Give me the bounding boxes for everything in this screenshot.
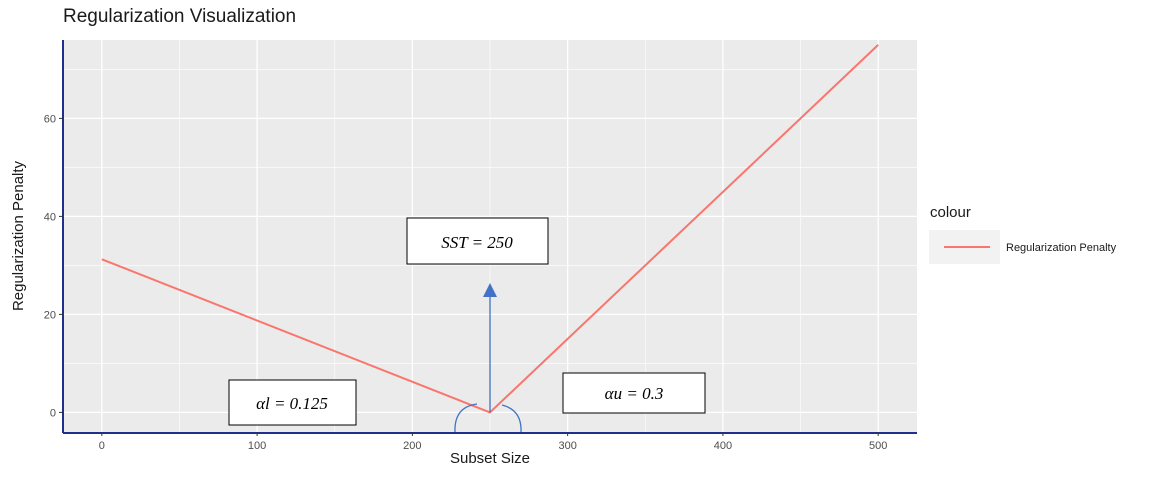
y-axis-title: Regularization Penalty [10, 160, 27, 311]
x-tick-label: 300 [558, 440, 576, 452]
alpha-l-label: αl = 0.125 [256, 394, 328, 413]
y-ticks: 0 20 40 60 [44, 113, 63, 419]
sst-annotation: SST = 250 [406, 217, 549, 265]
y-tick-label: 20 [44, 309, 56, 321]
annotations: SST = 250 αl = 0.125 αu = 0.3 [228, 217, 706, 426]
legend-title: colour [930, 204, 971, 221]
alpha-u-label: αu = 0.3 [605, 384, 664, 403]
x-tick-label: 0 [99, 440, 105, 452]
x-tick-label: 400 [714, 440, 732, 452]
y-tick-label: 0 [50, 407, 56, 419]
sst-label: SST = 250 [441, 233, 513, 252]
x-ticks: 0 100 200 300 400 500 [99, 432, 887, 452]
x-tick-label: 500 [869, 440, 887, 452]
x-tick-label: 200 [403, 440, 421, 452]
y-tick-label: 40 [44, 211, 56, 223]
legend: colour Regularization Penalty [929, 204, 1117, 264]
grid-major [63, 40, 917, 432]
alpha-l-annotation: αl = 0.125 [228, 379, 357, 426]
sst-arrow-head [483, 283, 497, 297]
sst-box [406, 217, 549, 265]
legend-label: Regularization Penalty [1006, 242, 1117, 254]
alpha-u-annotation: αu = 0.3 [562, 372, 706, 414]
axes [62, 40, 917, 434]
alpha-u-angle-arc [501, 404, 522, 433]
chart-title: Regularization Visualization [63, 6, 296, 27]
x-axis-title: Subset Size [450, 450, 530, 467]
alpha-l-angle-arc [454, 403, 478, 433]
x-tick-label: 100 [248, 440, 266, 452]
alpha-u-box [562, 372, 706, 414]
data-marks [101, 44, 879, 433]
y-tick-label: 60 [44, 113, 56, 125]
alpha-l-box [228, 379, 357, 426]
